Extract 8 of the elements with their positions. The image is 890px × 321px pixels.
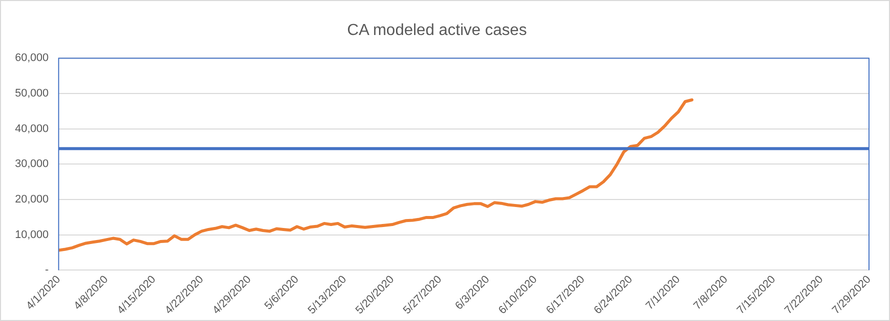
y-tick-label: 40,000 — [14, 122, 49, 135]
y-tick-label: 10,000 — [14, 228, 49, 241]
y-tick-label: 20,000 — [14, 193, 49, 206]
y-tick-label: 50,000 — [14, 88, 49, 100]
y-tick-label: - — [44, 264, 49, 276]
y-tick-label: 60,000 — [14, 52, 49, 64]
y-tick-label: 30,000 — [14, 158, 49, 170]
chart-title: CA modeled active cases — [347, 22, 527, 40]
